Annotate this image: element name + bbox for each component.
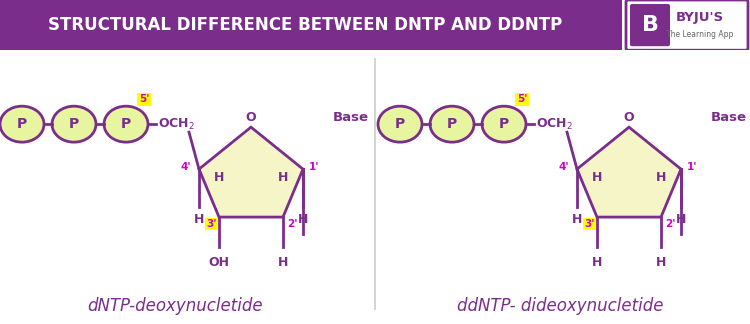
Text: P: P <box>16 117 27 131</box>
Text: OCH$_2$: OCH$_2$ <box>158 117 195 132</box>
Text: H: H <box>676 213 686 226</box>
FancyBboxPatch shape <box>0 0 622 52</box>
Text: 5': 5' <box>517 94 527 104</box>
Text: H: H <box>656 256 666 269</box>
Text: 1': 1' <box>309 162 320 172</box>
Ellipse shape <box>0 106 44 142</box>
Text: H: H <box>214 171 224 184</box>
Text: H: H <box>656 171 666 184</box>
Text: 5': 5' <box>139 94 149 104</box>
Text: 1': 1' <box>687 162 698 172</box>
Text: ddNTP- dideoxynucletide: ddNTP- dideoxynucletide <box>457 297 663 315</box>
Text: H: H <box>592 171 602 184</box>
Text: 4': 4' <box>558 162 569 172</box>
Text: P: P <box>447 117 457 131</box>
Ellipse shape <box>104 106 148 142</box>
Ellipse shape <box>52 106 96 142</box>
Text: H: H <box>278 256 288 269</box>
Text: dNTP-deoxynucletide: dNTP-deoxynucletide <box>87 297 262 315</box>
Text: Base: Base <box>711 111 747 124</box>
Text: H: H <box>592 256 602 269</box>
FancyBboxPatch shape <box>626 0 748 50</box>
Text: 2': 2' <box>665 219 676 229</box>
Text: 2': 2' <box>287 219 298 229</box>
Text: P: P <box>394 117 405 131</box>
Text: P: P <box>121 117 131 131</box>
Text: H: H <box>194 213 204 226</box>
Text: O: O <box>624 111 634 124</box>
Text: STRUCTURAL DIFFERENCE BETWEEN DNTP AND DDNTP: STRUCTURAL DIFFERENCE BETWEEN DNTP AND D… <box>48 16 562 34</box>
Text: OCH$_2$: OCH$_2$ <box>536 117 573 132</box>
Text: H: H <box>298 213 308 226</box>
Text: 3': 3' <box>584 219 595 229</box>
Text: The Learning App: The Learning App <box>666 30 734 39</box>
Polygon shape <box>577 127 681 217</box>
FancyBboxPatch shape <box>630 4 670 46</box>
Text: P: P <box>69 117 80 131</box>
Text: Base: Base <box>333 111 369 124</box>
Text: P: P <box>499 117 509 131</box>
Ellipse shape <box>430 106 474 142</box>
Text: H: H <box>278 171 288 184</box>
Ellipse shape <box>378 106 422 142</box>
Text: OH: OH <box>209 256 230 269</box>
Text: 4': 4' <box>180 162 191 172</box>
Text: 3': 3' <box>206 219 217 229</box>
Text: BYJU'S: BYJU'S <box>676 11 724 24</box>
Polygon shape <box>199 127 303 217</box>
Text: O: O <box>246 111 256 124</box>
Ellipse shape <box>482 106 526 142</box>
Text: B: B <box>641 15 658 35</box>
Text: H: H <box>572 213 582 226</box>
